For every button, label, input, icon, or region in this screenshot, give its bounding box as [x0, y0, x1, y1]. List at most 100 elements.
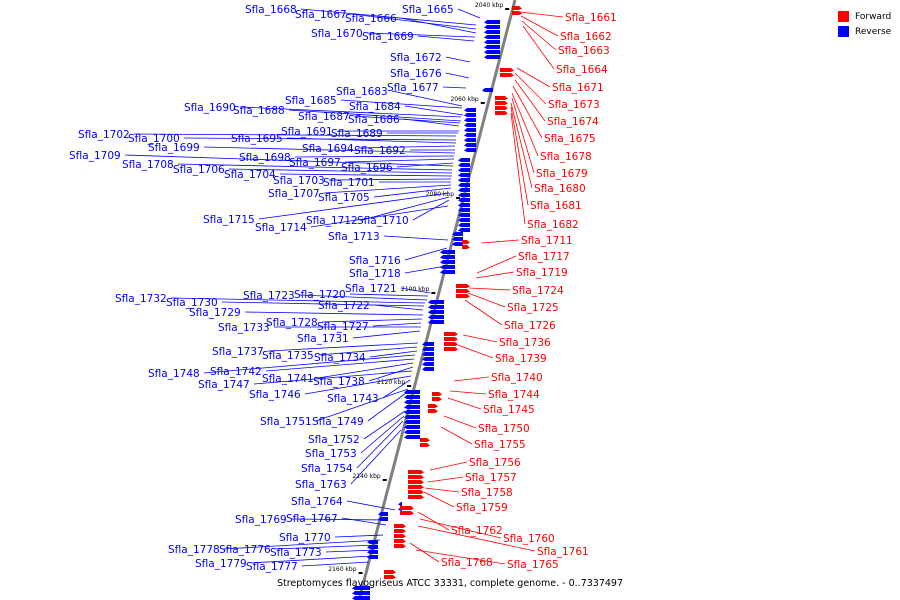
reverse-gene-label: Sfla_1764	[291, 496, 343, 508]
forward-gene-label: Sfla_1745	[483, 404, 535, 416]
reverse-gene-label: Sfla_1666	[345, 13, 397, 25]
reverse-gene-glyph	[422, 347, 434, 351]
reverse-connector	[301, 561, 370, 567]
reverse-connector	[400, 17, 477, 34]
reverse-gene-label: Sfla_1706	[173, 164, 225, 176]
reverse-gene-glyph	[464, 133, 476, 137]
reverse-gene-label: Sfla_1683	[336, 86, 388, 98]
reverse-connector	[361, 196, 450, 221]
reverse-gene-label: Sfla_1709	[69, 150, 121, 162]
forward-gene-label: Sfla_1671	[552, 82, 604, 94]
forward-gene-label: Sfla_1678	[540, 151, 592, 163]
reverse-gene-label: Sfla_1701	[323, 177, 375, 189]
reverse-gene-label: Sfla_1729	[189, 307, 241, 319]
reverse-gene-label: Sfla_1747	[198, 379, 250, 391]
reverse-gene-label: Sfla_1667	[295, 9, 347, 21]
reverse-gene-label: Sfla_1686	[348, 114, 400, 126]
reverse-connector	[239, 106, 462, 118]
reverse-gene-glyph	[484, 55, 500, 59]
reverse-gene-label: Sfla_1718	[349, 268, 401, 280]
reverse-connector	[340, 99, 463, 109]
reverse-connector	[133, 133, 457, 137]
forward-gene-label: Sfla_1758	[461, 487, 513, 499]
forward-connector	[443, 415, 477, 429]
forward-gene-glyph	[408, 470, 424, 474]
reverse-gene-glyph	[440, 270, 455, 274]
reverse-gene-label: Sfla_1710	[357, 215, 409, 227]
forward-gene-glyph	[495, 106, 508, 110]
reverse-gene-glyph	[484, 20, 500, 24]
forward-gene-glyph	[384, 575, 396, 579]
forward-gene-label: Sfla_1740	[491, 372, 543, 384]
reverse-gene-label: Sfla_1716	[349, 255, 401, 267]
reverse-gene-glyph	[458, 208, 470, 212]
reverse-gene-glyph	[352, 591, 370, 595]
reverse-gene-glyph	[440, 255, 455, 259]
reverse-gene-label: Sfla_1713	[328, 231, 380, 243]
reverse-gene-glyph	[428, 305, 444, 309]
forward-connector	[514, 79, 546, 122]
reverse-connector	[400, 287, 431, 294]
reverse-connector	[404, 247, 448, 261]
reverse-gene-glyph	[458, 228, 470, 232]
forward-connector	[468, 287, 511, 291]
reverse-gene-glyph	[367, 540, 378, 544]
reverse-gene-label: Sfla_1699	[148, 142, 200, 154]
reverse-connector	[457, 8, 481, 19]
reverse-connector	[288, 109, 462, 122]
scale-label: 2120 kbp	[377, 379, 405, 386]
reverse-connector	[341, 517, 387, 526]
reverse-gene-glyph	[367, 550, 378, 554]
forward-connector	[521, 20, 557, 51]
reverse-connector	[279, 173, 453, 177]
reverse-gene-label: Sfla_1687	[298, 111, 350, 123]
forward-connector	[520, 15, 559, 37]
reverse-gene-label: Sfla_1691	[281, 126, 333, 138]
reverse-gene-glyph	[464, 138, 476, 142]
forward-gene-label: Sfla_1680	[534, 183, 586, 195]
reverse-gene-glyph	[398, 502, 402, 506]
reverse-gene-glyph	[458, 193, 470, 197]
forward-connector	[467, 292, 506, 308]
forward-connector	[511, 92, 539, 157]
forward-gene-glyph	[394, 534, 406, 538]
reverse-gene-glyph	[452, 232, 463, 236]
reverse-gene-label: Sfla_1676	[390, 68, 442, 80]
reverse-gene-label: Sfla_1720	[294, 289, 346, 301]
reverse-connector	[315, 388, 409, 422]
reverse-connector	[369, 350, 418, 358]
reverse-gene-glyph	[484, 35, 500, 39]
forward-gene-label: Sfla_1682	[527, 219, 579, 231]
scale-label: 2140 kbp	[352, 473, 380, 480]
reverse-connector	[372, 322, 422, 327]
forward-connector	[510, 112, 526, 225]
reverse-gene-label: Sfla_1723	[243, 290, 295, 302]
reverse-gene-label: Sfla_1688	[233, 105, 285, 117]
reverse-gene-label: Sfla_1707	[268, 188, 320, 200]
reverse-connector	[346, 500, 396, 511]
reverse-gene-glyph	[422, 362, 434, 366]
reverse-swatch	[838, 26, 849, 37]
reverse-gene-label: Sfla_1700	[128, 133, 180, 145]
reverse-connector	[404, 265, 447, 274]
reverse-gene-glyph	[404, 390, 420, 394]
reverse-gene-glyph	[458, 158, 470, 162]
forward-connector	[481, 239, 520, 244]
reverse-connector	[290, 518, 389, 521]
reverse-gene-glyph	[404, 405, 420, 409]
forward-connector	[447, 397, 482, 410]
forward-connector	[417, 525, 536, 552]
legend-item-forward: Forward	[838, 9, 891, 24]
reverse-gene-label: Sfla_1703	[273, 175, 325, 187]
reverse-connector	[300, 8, 477, 26]
forward-gene-glyph	[512, 11, 522, 15]
forward-gene-label: Sfla_1726	[504, 320, 556, 332]
forward-gene-glyph	[420, 443, 430, 447]
reverse-connector	[317, 362, 414, 379]
reverse-gene-label: Sfla_1670	[311, 28, 363, 40]
reverse-gene-label: Sfla_1708	[122, 159, 174, 171]
forward-gene-glyph	[408, 475, 424, 479]
reverse-gene-label: Sfla_1668	[245, 4, 297, 16]
